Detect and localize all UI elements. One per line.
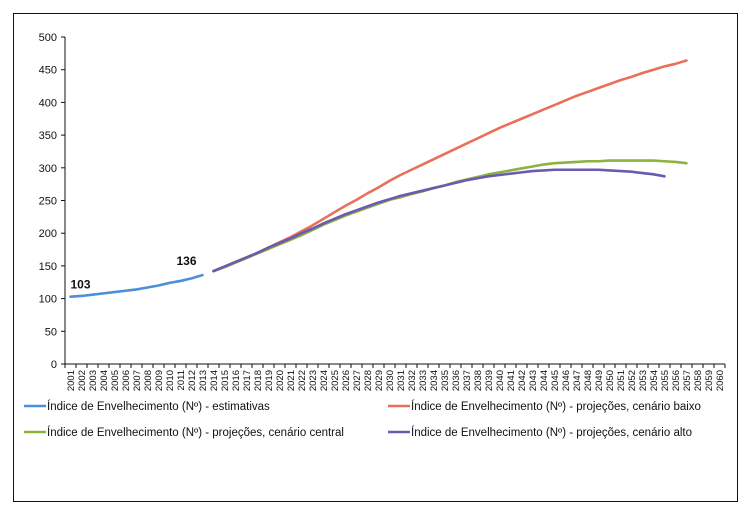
x-tick-label: 2007 [132, 370, 143, 391]
x-tick-label: 2058 [693, 370, 704, 391]
x-tick-label: 2029 [374, 370, 385, 391]
x-tick-label: 2047 [572, 370, 583, 391]
chart-frame: 0 50 100 150 200 250 300 350 400 450 500 2001 2002 2… [13, 13, 738, 502]
x-tick-label: 2005 [110, 370, 121, 391]
y-tick-label: 250 [39, 196, 57, 208]
x-tick-label: 2053 [638, 370, 649, 391]
y-tick-label: 0 [51, 359, 57, 371]
x-tick-label: 2046 [561, 370, 572, 391]
x-tick-label: 2055 [660, 370, 671, 391]
x-tick-label: 2020 [275, 370, 286, 391]
x-tick-label: 2027 [352, 370, 363, 391]
legend-label: Índice de Envelhecimento (Nº) - projeçõe… [411, 426, 692, 439]
x-tick-label: 2048 [583, 370, 594, 391]
x-tick-label: 2003 [88, 370, 99, 391]
x-tick-label: 2036 [451, 370, 462, 391]
x-tick-label: 2035 [440, 370, 451, 391]
data-label: 103 [71, 278, 91, 292]
x-tick-label: 2001 [66, 370, 77, 391]
y-tick-label: 500 [39, 32, 57, 44]
x-tick-label: 2054 [649, 370, 660, 391]
x-tick-label: 2032 [407, 370, 418, 391]
x-tick-label: 2044 [539, 370, 550, 391]
x-tick-label: 2050 [605, 370, 616, 391]
legend-item-alto: Índice de Envelhecimento (Nº) - projeçõe… [388, 426, 692, 439]
y-axis-ticks: 0 50 100 150 200 250 300 350 400 450 500 [39, 32, 65, 371]
x-tick-label: 2018 [253, 370, 264, 391]
x-tick-label: 2002 [77, 370, 88, 391]
y-tick-label: 50 [45, 326, 57, 338]
y-tick-label: 450 [39, 65, 57, 77]
chart-data-labels: 103 136 464307287 [71, 14, 718, 292]
x-tick-label: 2024 [319, 370, 330, 391]
y-tick-label: 150 [39, 261, 57, 273]
x-tick-label: 2023 [308, 370, 319, 391]
legend-item-baixo: Índice de Envelhecimento (Nº) - projeçõe… [388, 400, 701, 413]
series-line-estimativas [69, 273, 204, 298]
x-tick-label: 2013 [198, 370, 209, 391]
x-tick-label: 2014 [209, 370, 220, 391]
x-tick-label: 2015 [220, 370, 231, 391]
x-tick-label: 2043 [528, 370, 539, 391]
data-label: 307 [697, 14, 717, 17]
x-tick-label: 2022 [297, 370, 308, 391]
y-tick-label: 350 [39, 130, 57, 142]
legend-label: Índice de Envelhecimento (Nº) - projeçõe… [47, 426, 344, 439]
x-tick-label: 2009 [154, 370, 165, 391]
legend-label: Índice de Envelhecimento (Nº) - estimati… [47, 400, 270, 413]
x-tick-label: 2045 [550, 370, 561, 391]
x-tick-label: 2042 [517, 370, 528, 391]
x-tick-label: 2011 [176, 370, 187, 390]
x-tick-label: 2019 [264, 370, 275, 391]
chart-axes [64, 37, 725, 365]
x-tick-label: 2059 [704, 370, 715, 391]
x-tick-label: 2006 [121, 370, 132, 391]
x-tick-label: 2004 [99, 370, 110, 391]
x-tick-label: 2010 [165, 370, 176, 391]
x-tick-label: 2049 [594, 370, 605, 391]
chart-legend: Índice de Envelhecimento (Nº) - estimati… [24, 400, 701, 439]
x-tick-label: 2012 [187, 370, 198, 391]
x-tick-label: 2040 [495, 370, 506, 391]
legend-item-central: Índice de Envelhecimento (Nº) - projeçõe… [24, 426, 344, 439]
x-tick-label: 2056 [671, 370, 682, 391]
series-line-central [212, 159, 688, 273]
series-line-alto [212, 168, 666, 273]
x-tick-label: 2034 [429, 370, 440, 391]
legend-item-estimativas: Índice de Envelhecimento (Nº) - estimati… [24, 400, 270, 413]
y-tick-label: 200 [39, 228, 57, 240]
x-tick-label: 2028 [363, 370, 374, 391]
legend-label: Índice de Envelhecimento (Nº) - projeçõe… [411, 400, 701, 413]
y-tick-label: 100 [39, 294, 57, 306]
x-axis-ticks: 2001 2002 2003 2004 2005 2006 2007 2008 2009 2010… [64, 364, 726, 391]
x-tick-label: 2030 [385, 370, 396, 391]
x-tick-label: 2038 [473, 370, 484, 391]
x-tick-label: 2037 [462, 370, 473, 391]
data-label: 464 [697, 14, 717, 17]
x-tick-label: 2057 [682, 370, 693, 391]
x-tick-label: 2039 [484, 370, 495, 391]
chart-series-lines [69, 59, 688, 298]
x-tick-label: 2016 [231, 370, 242, 391]
x-tick-label: 2008 [143, 370, 154, 391]
x-tick-label: 2033 [418, 370, 429, 391]
x-tick-label: 2041 [506, 370, 517, 391]
y-tick-label: 400 [39, 97, 57, 109]
x-tick-label: 2060 [715, 370, 726, 391]
x-tick-label: 2017 [242, 370, 253, 391]
x-tick-label: 2031 [396, 370, 407, 391]
x-tick-label: 2026 [341, 370, 352, 391]
x-tick-label: 2052 [627, 370, 638, 391]
x-tick-label: 2025 [330, 370, 341, 391]
x-tick-label: 2051 [616, 370, 627, 391]
y-tick-label: 300 [39, 163, 57, 175]
data-label: 136 [176, 254, 196, 268]
x-tick-label: 2021 [286, 370, 297, 391]
data-label: 287 [697, 14, 717, 17]
